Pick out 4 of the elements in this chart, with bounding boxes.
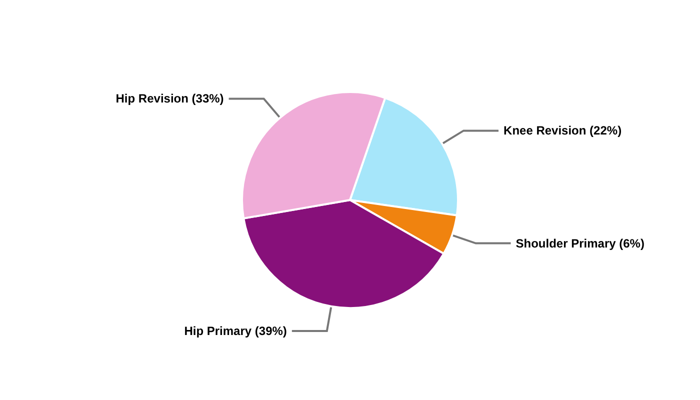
slice-label: Shoulder Primary (6%): [516, 236, 644, 250]
slice-label: Hip Primary (39%): [184, 324, 287, 338]
slice-label: Hip Revision (33%): [116, 92, 224, 106]
slice-label: Knee Revision (22%): [504, 124, 622, 138]
